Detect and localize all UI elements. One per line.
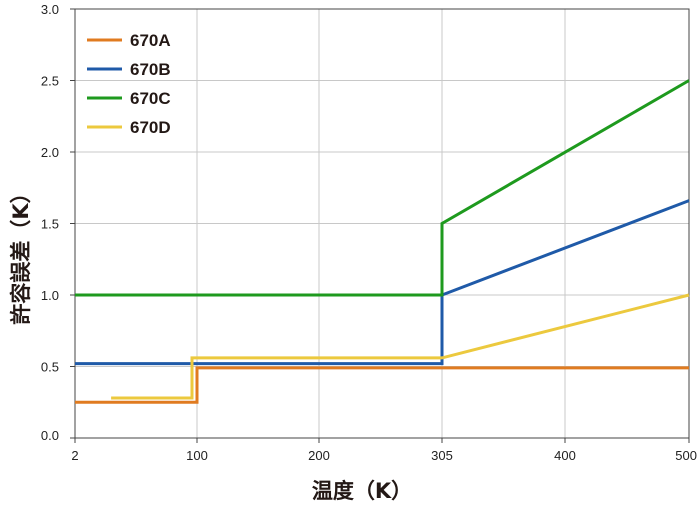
y-tick-label: 0.0 xyxy=(41,428,59,443)
y-tick-label: 2.5 xyxy=(41,74,59,89)
x-axis-title: 温度（K） xyxy=(312,479,412,503)
series-line-670B xyxy=(75,199,690,366)
x-tick-label: 200 xyxy=(308,448,330,463)
x-tick-label: 2 xyxy=(71,448,78,463)
y-axis-ticks: 0.0 0.5 1.0 1.5 2.0 2.5 3.0 xyxy=(41,2,75,443)
legend: 670A 670B 670C 670D xyxy=(87,31,171,137)
x-tick-label: 100 xyxy=(186,448,208,463)
y-tick-label: 2.0 xyxy=(41,145,59,160)
legend-label-670B: 670B xyxy=(130,60,171,79)
legend-label-670C: 670C xyxy=(130,89,171,108)
y-tick-label: 0.5 xyxy=(41,360,59,375)
x-tick-label: 500 xyxy=(675,448,697,463)
series-line-670D xyxy=(111,293,690,400)
y-axis-title: 許容誤差（K） xyxy=(9,182,33,324)
legend-label-670A: 670A xyxy=(130,31,171,50)
x-axis-ticks: 2 100 200 305 400 500 xyxy=(71,438,697,463)
x-tick-label: 400 xyxy=(554,448,576,463)
series-layer xyxy=(75,79,690,404)
series-line-670C xyxy=(75,79,690,297)
y-tick-label: 1.5 xyxy=(41,217,59,232)
legend-label-670D: 670D xyxy=(130,118,171,137)
series-line-670A xyxy=(75,366,689,404)
x-tick-label: 305 xyxy=(431,448,453,463)
y-tick-label: 3.0 xyxy=(41,2,59,17)
y-tick-label: 1.0 xyxy=(41,288,59,303)
